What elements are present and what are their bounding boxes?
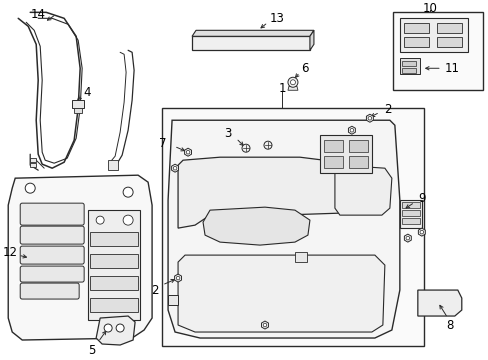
Polygon shape — [404, 234, 410, 242]
Polygon shape — [184, 148, 191, 156]
Polygon shape — [168, 120, 399, 338]
Polygon shape — [348, 156, 367, 168]
Bar — [162, 108, 423, 346]
Circle shape — [176, 276, 180, 280]
Polygon shape — [418, 228, 425, 236]
Text: 4: 4 — [83, 86, 91, 99]
Circle shape — [96, 216, 104, 224]
FancyBboxPatch shape — [20, 246, 84, 264]
FancyBboxPatch shape — [20, 226, 84, 244]
Bar — [401, 210, 419, 216]
Circle shape — [287, 77, 297, 87]
Circle shape — [290, 80, 295, 85]
Polygon shape — [401, 61, 415, 66]
Polygon shape — [108, 160, 118, 170]
Circle shape — [263, 323, 266, 327]
Bar — [401, 218, 419, 224]
Text: 3: 3 — [224, 127, 231, 140]
Text: 5: 5 — [88, 343, 96, 356]
Bar — [392, 12, 482, 90]
Polygon shape — [334, 165, 391, 215]
FancyBboxPatch shape — [20, 266, 84, 282]
Bar — [74, 108, 82, 113]
Bar — [72, 100, 84, 108]
Polygon shape — [417, 290, 461, 316]
Polygon shape — [203, 207, 309, 245]
Polygon shape — [30, 163, 36, 167]
Polygon shape — [8, 175, 152, 340]
Polygon shape — [319, 135, 371, 173]
Polygon shape — [287, 86, 297, 90]
Circle shape — [419, 230, 423, 234]
Polygon shape — [309, 30, 313, 50]
Bar — [90, 232, 138, 246]
Bar — [401, 202, 419, 208]
Bar — [399, 200, 421, 228]
Text: 11: 11 — [444, 62, 458, 75]
Text: 10: 10 — [422, 2, 436, 15]
Polygon shape — [171, 164, 178, 172]
Text: 7: 7 — [159, 137, 166, 150]
Text: 13: 13 — [269, 12, 284, 25]
Circle shape — [104, 324, 112, 332]
Bar — [168, 295, 178, 305]
Circle shape — [116, 324, 124, 332]
Polygon shape — [178, 157, 367, 228]
Polygon shape — [399, 18, 467, 52]
FancyBboxPatch shape — [20, 283, 79, 299]
Polygon shape — [174, 274, 181, 282]
Bar — [90, 254, 138, 268]
Bar — [294, 252, 306, 262]
Circle shape — [25, 183, 35, 193]
Circle shape — [242, 144, 249, 152]
Polygon shape — [261, 321, 268, 329]
Bar — [90, 276, 138, 290]
Polygon shape — [96, 316, 135, 345]
Polygon shape — [323, 140, 342, 152]
Polygon shape — [323, 156, 342, 168]
FancyBboxPatch shape — [20, 203, 84, 225]
Text: 2: 2 — [151, 284, 159, 297]
Polygon shape — [30, 158, 36, 162]
Polygon shape — [436, 23, 461, 33]
Polygon shape — [192, 36, 309, 50]
Polygon shape — [436, 37, 461, 47]
Circle shape — [186, 150, 189, 154]
Text: 14: 14 — [31, 8, 45, 21]
Circle shape — [349, 129, 353, 132]
Circle shape — [123, 187, 133, 197]
Circle shape — [264, 141, 271, 149]
Circle shape — [367, 116, 371, 120]
Text: 9: 9 — [417, 192, 425, 204]
Polygon shape — [348, 126, 355, 134]
Text: 12: 12 — [3, 246, 18, 258]
Polygon shape — [399, 58, 419, 74]
Circle shape — [123, 215, 133, 225]
Text: 2: 2 — [384, 103, 391, 116]
Circle shape — [173, 166, 177, 170]
Text: 1: 1 — [278, 82, 285, 95]
Text: 6: 6 — [301, 62, 308, 75]
Circle shape — [405, 236, 409, 240]
Text: 8: 8 — [445, 319, 452, 332]
Polygon shape — [403, 37, 428, 47]
Polygon shape — [192, 30, 313, 36]
Polygon shape — [366, 114, 372, 122]
Bar — [88, 210, 140, 320]
Bar — [90, 298, 138, 312]
Polygon shape — [348, 140, 367, 152]
Polygon shape — [401, 68, 415, 73]
Polygon shape — [178, 255, 384, 332]
Polygon shape — [403, 23, 428, 33]
